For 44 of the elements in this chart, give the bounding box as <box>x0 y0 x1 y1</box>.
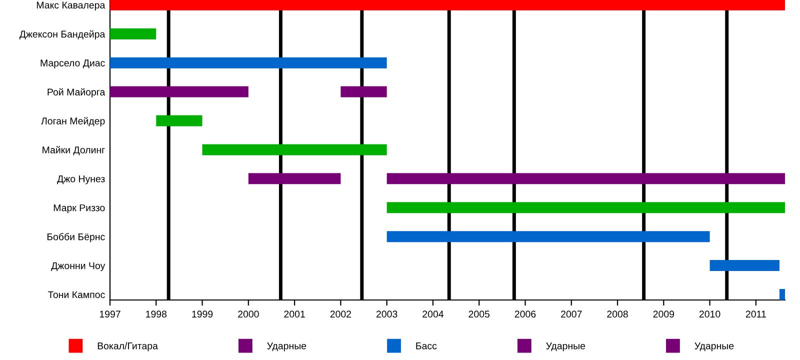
x-tick-label: 2006 <box>514 310 536 318</box>
bar <box>710 260 780 272</box>
bar <box>386 173 785 184</box>
bar <box>340 86 387 98</box>
y-tick-label: Джексон Бандейра <box>19 30 106 40</box>
y-tick-label: Марк Риззо <box>54 204 105 214</box>
legend-label: Ударные <box>546 342 586 352</box>
x-tick-label: 1998 <box>146 310 167 318</box>
x-tick-label: 2011 <box>746 310 766 318</box>
bar <box>110 0 785 10</box>
legend-label: Ударные <box>694 342 734 352</box>
bar <box>156 115 202 126</box>
bar <box>110 86 248 98</box>
x-tick-label: 1999 <box>192 310 213 318</box>
x-tick-label: 2005 <box>468 310 490 318</box>
bar <box>248 173 341 184</box>
y-tick-label: Майки Долинг <box>42 146 105 156</box>
bar <box>110 57 387 68</box>
y-tick-label: Рой Майорга <box>48 88 106 98</box>
bar <box>386 231 710 242</box>
x-tick-label: 2008 <box>607 310 628 318</box>
bar <box>779 288 785 300</box>
y-tick-label: Тони Кампос <box>48 291 105 298</box>
y-tick-label: Джо Нунез <box>57 176 105 184</box>
x-tick-label: 2003 <box>376 310 398 318</box>
x-tick-label: 2002 <box>330 310 352 318</box>
x-tick-label: 2000 <box>238 310 259 318</box>
x-tick-label: 2009 <box>653 310 674 318</box>
y-tick-label: Логан Мейдер <box>41 117 105 126</box>
bar <box>386 202 785 214</box>
y-tick-label: Джонни Чоу <box>51 262 106 272</box>
bar <box>202 144 387 156</box>
x-tick-label: 2001 <box>284 310 305 318</box>
x-tick-label: 2007 <box>561 310 582 318</box>
x-tick-label: 2004 <box>422 310 444 318</box>
legend-label: Ударные <box>267 342 306 352</box>
y-tick-label: Макс Кавалера <box>36 2 106 10</box>
x-tick-label: 1997 <box>100 310 120 318</box>
y-tick-label: Марсело Диас <box>40 60 105 68</box>
x-tick-label: 2010 <box>699 310 720 318</box>
y-tick-label: Бобби Бёрнс <box>47 233 105 242</box>
legend-label: Басс <box>416 342 437 350</box>
bar <box>110 28 156 40</box>
legend-label: Вокал/Гитара <box>98 342 158 352</box>
